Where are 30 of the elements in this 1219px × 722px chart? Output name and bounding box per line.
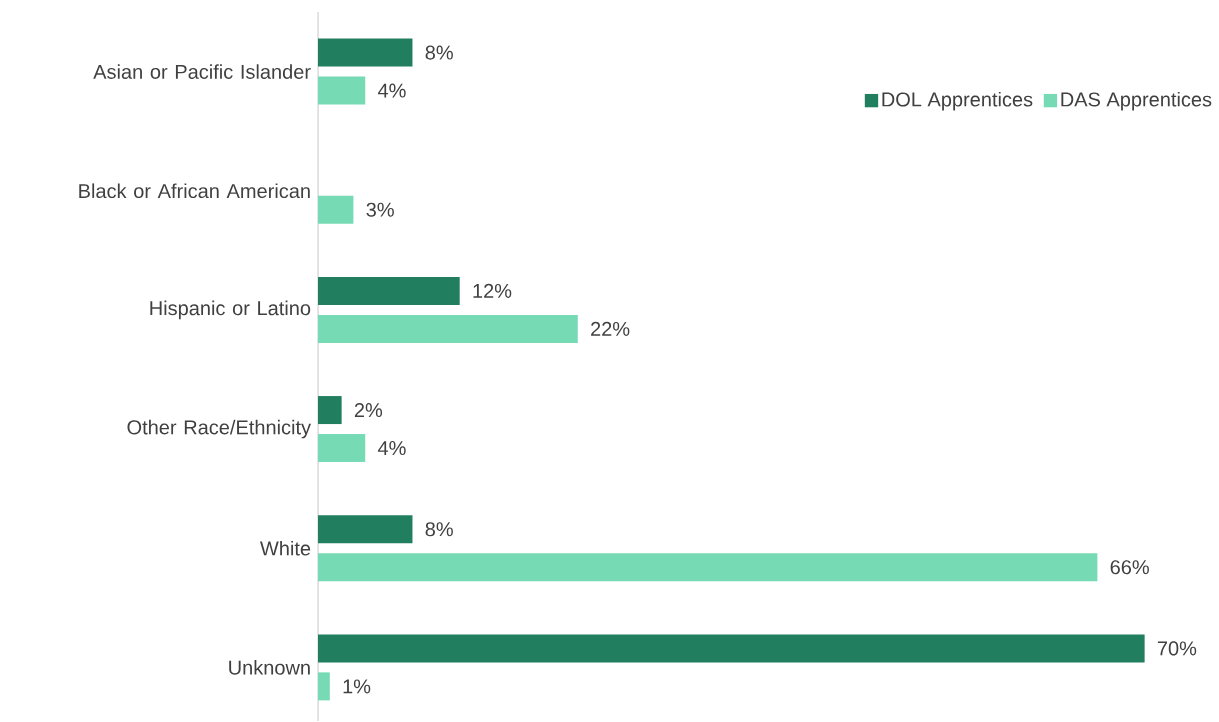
y-tick-label: Unknown: [229, 660, 310, 675]
bar: [318, 38, 413, 67]
y-tick-label: Asian or Pacific Islander: [93, 64, 311, 80]
bar: [318, 515, 413, 544]
bar: [318, 76, 366, 105]
legend-label: DAS Apprentices: [1061, 92, 1212, 111]
y-tick-label: Hispanic or Latino: [150, 300, 311, 320]
data-label: 1%: [343, 679, 371, 694]
bar: [318, 634, 1145, 663]
data-label: 12%: [473, 284, 512, 299]
data-label: 4%: [377, 441, 406, 456]
y-tick-label: Black or African American: [79, 183, 310, 199]
data-label: 70%: [1157, 641, 1197, 656]
bar: [318, 672, 330, 701]
data-label: 66%: [1110, 560, 1149, 575]
bar: [318, 553, 1098, 582]
y-tick-label: Other Race/Ethnicity: [127, 419, 311, 439]
data-label: 4%: [377, 83, 406, 98]
bar: [318, 396, 342, 425]
data-label: 8%: [425, 522, 453, 537]
data-label: 22%: [591, 322, 630, 337]
bar: [318, 434, 366, 463]
legend-label: DOL Apprentices: [882, 92, 1033, 111]
y-tick-label: White: [260, 541, 311, 556]
data-label: 2%: [354, 403, 383, 418]
data-label: 3%: [366, 202, 394, 217]
bar: [318, 277, 460, 306]
bar: [318, 315, 578, 344]
data-label: 8%: [425, 45, 453, 60]
bar: [318, 195, 354, 224]
